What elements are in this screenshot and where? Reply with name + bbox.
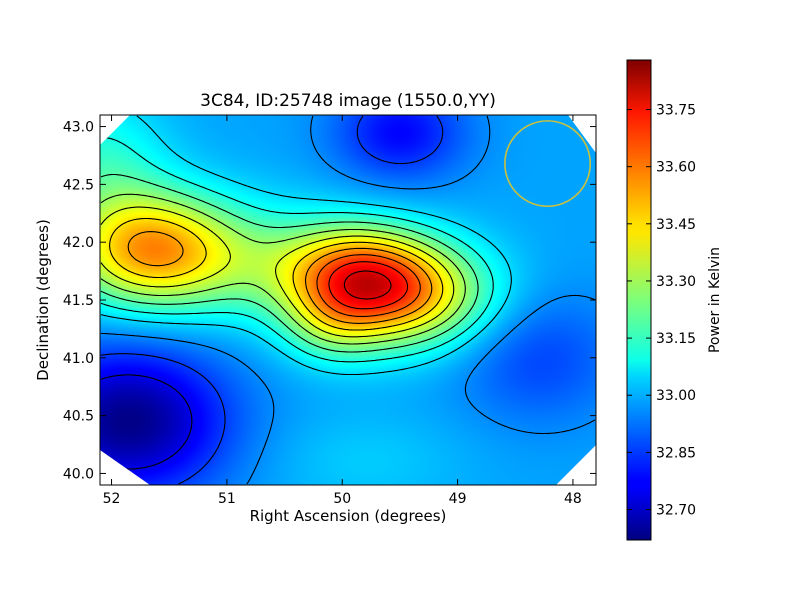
colorbar-tick-label: 33.15 <box>656 331 696 347</box>
contour-line-12 <box>343 270 392 300</box>
y-axis: 40.0 40.5 41.0 41.5 42.0 42.5 43.0 <box>63 120 596 482</box>
colorbar-tick-label: 32.85 <box>656 445 696 461</box>
colorbar-tick-label: 32.70 <box>656 503 696 519</box>
x-tick-label: 51 <box>218 491 236 507</box>
beam-marker <box>504 120 592 208</box>
y-tick-label: 41.5 <box>63 293 94 309</box>
chart-title: 3C84, ID:25748 image (1550.0,YY) <box>200 91 496 111</box>
contour-line-1 <box>100 115 444 485</box>
contour-lines <box>100 115 596 485</box>
y-tick-label: 42.0 <box>63 235 94 251</box>
colorbar-tick-label: 33.45 <box>656 217 696 233</box>
x-tick-label: 49 <box>449 491 467 507</box>
contour-line-8 <box>109 217 444 331</box>
heatmap-image <box>100 115 596 485</box>
x-axis-label: Right Ascension (degrees) <box>250 507 447 525</box>
colorbar-tick-label: 33.75 <box>656 103 696 119</box>
corner-mask-0 <box>100 115 130 145</box>
corner-mask-1 <box>568 115 596 153</box>
corner-mask-2 <box>100 450 150 485</box>
contour-line-11 <box>328 261 409 310</box>
x-axis: 52 51 50 49 48 <box>103 115 582 507</box>
y-axis-label: Declination (degrees) <box>34 219 52 381</box>
x-tick-label: 52 <box>103 491 121 507</box>
colorbar-label: Power in Kelvin <box>707 247 723 353</box>
colorbar-tick-label: 33.30 <box>656 274 696 290</box>
contour-line-5 <box>100 173 479 353</box>
contour-line-2 <box>100 115 596 485</box>
y-tick-label: 41.0 <box>63 351 94 367</box>
colorbar-gradient <box>626 59 652 541</box>
contour-line-10 <box>316 254 421 317</box>
contour-line-6 <box>100 193 466 345</box>
y-tick-label: 40.5 <box>63 409 94 425</box>
contour-line-7 <box>100 206 455 338</box>
y-tick-label: 42.5 <box>63 177 94 193</box>
contour-line-3 <box>100 115 512 376</box>
x-tick-label: 50 <box>333 491 351 507</box>
colorbar: 32.70 32.85 33.00 33.15 33.30 33.45 33.60 33.75… <box>626 59 723 541</box>
contour-line-9 <box>127 231 433 324</box>
colorbar-tick-label: 33.00 <box>656 388 696 404</box>
x-tick-label: 48 <box>564 491 582 507</box>
y-tick-label: 43.0 <box>63 120 94 136</box>
plot-area <box>99 114 597 486</box>
colorbar-tick-label: 33.60 <box>656 160 696 176</box>
y-tick-label: 40.0 <box>63 466 94 482</box>
colorbar-ticks: 32.70 32.85 33.00 33.15 33.30 33.45 33.60 33.75 <box>627 103 696 519</box>
image-corner-masks <box>100 115 596 485</box>
corner-mask-3 <box>556 445 596 485</box>
